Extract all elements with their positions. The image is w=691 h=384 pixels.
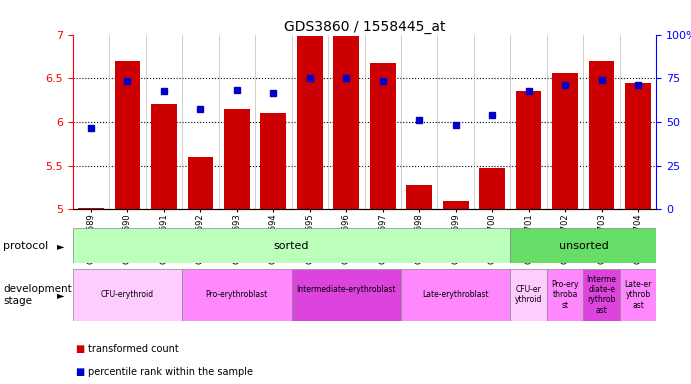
Bar [511,228,656,263]
Bar [401,269,511,321]
Bar [547,269,583,321]
Bar [480,168,505,209]
Text: protocol: protocol [3,241,48,251]
Bar [78,207,104,209]
Bar [182,269,292,321]
Text: CFU-erythroid: CFU-erythroid [101,290,154,299]
Bar [224,109,249,209]
Bar [73,269,182,321]
Text: Late-erythroblast: Late-erythroblast [422,290,489,299]
Bar [620,269,656,321]
Bar [292,269,401,321]
Bar [73,228,511,263]
Text: unsorted: unsorted [558,241,608,251]
Bar [625,83,651,209]
Text: Late-er
ythrob
ast: Late-er ythrob ast [625,280,652,310]
Bar [511,269,547,321]
Text: CFU-er
ythroid: CFU-er ythroid [515,285,542,305]
Bar [297,36,323,209]
Text: Interme
diate-e
rythrob
ast: Interme diate-e rythrob ast [587,275,616,315]
Bar [370,63,395,209]
Bar [334,36,359,209]
Bar [151,104,177,209]
Bar [187,157,213,209]
Text: Pro-erythroblast: Pro-erythroblast [206,290,268,299]
Bar [516,91,542,209]
Bar [443,200,468,209]
Text: ■: ■ [75,367,84,377]
Text: Pro-ery
throba
st: Pro-ery throba st [551,280,579,310]
Text: ■: ■ [75,344,84,354]
Bar [552,73,578,209]
Bar [115,61,140,209]
Bar [406,185,432,209]
Text: ►: ► [57,241,64,251]
Text: sorted: sorted [274,241,310,251]
Text: development
stage: development stage [3,284,72,306]
Text: Intermediate-erythroblast: Intermediate-erythroblast [296,285,396,305]
Title: GDS3860 / 1558445_at: GDS3860 / 1558445_at [284,20,445,33]
Bar [589,61,614,209]
Text: ►: ► [57,290,64,300]
Text: percentile rank within the sample: percentile rank within the sample [88,367,254,377]
Bar [583,269,620,321]
Text: transformed count: transformed count [88,344,179,354]
Bar [261,113,286,209]
